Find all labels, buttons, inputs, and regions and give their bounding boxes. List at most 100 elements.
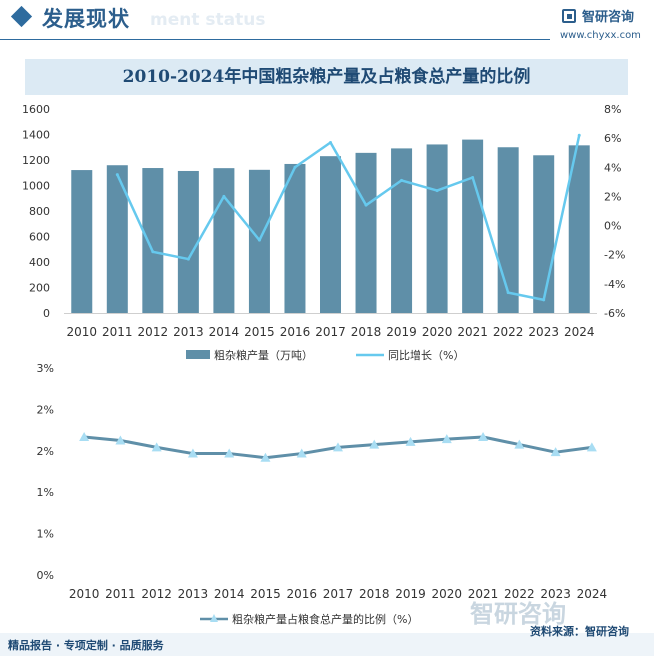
share-point-2019 bbox=[405, 436, 416, 446]
x-share-tick-label: 2014 bbox=[214, 587, 245, 601]
chart-title: 2010-2024年中国粗杂粮产量及占粮食总产量的比例 bbox=[122, 67, 531, 87]
bar-2018 bbox=[355, 152, 377, 313]
y-right-tick-label: -2% bbox=[604, 249, 625, 262]
x-tick-label: 2022 bbox=[493, 325, 524, 339]
y-left-tick-label: 600 bbox=[29, 231, 50, 244]
growth-point-2018 bbox=[364, 203, 368, 207]
x-share-tick-label: 2022 bbox=[504, 587, 535, 601]
share-point-2017 bbox=[333, 442, 343, 452]
y-right-tick-label: -6% bbox=[604, 307, 625, 320]
x-tick-label: 2011 bbox=[102, 325, 133, 339]
growth-point-2016 bbox=[293, 165, 297, 169]
y-left-tick-label: 200 bbox=[29, 282, 50, 295]
bar-2013 bbox=[177, 170, 199, 313]
y-left-tick-label: 1400 bbox=[22, 129, 50, 142]
bar-2024 bbox=[568, 145, 590, 313]
x-tick-label: 2024 bbox=[564, 325, 595, 339]
growth-point-2024 bbox=[577, 133, 581, 137]
share-point-2016 bbox=[296, 448, 307, 458]
growth-point-2022 bbox=[506, 291, 510, 295]
footer-bar bbox=[0, 633, 654, 656]
x-tick-label: 2019 bbox=[386, 325, 417, 339]
x-share-tick-label: 2021 bbox=[468, 587, 499, 601]
y-right-tick-label: 0% bbox=[604, 220, 621, 233]
growth-point-2023 bbox=[542, 298, 546, 302]
x-share-tick-label: 2015 bbox=[250, 587, 281, 601]
page-header: 发展现状 ment status 智研咨询 www.chyxx.com bbox=[0, 0, 654, 42]
x-share-tick-label: 2020 bbox=[432, 587, 463, 601]
x-tick-label: 2021 bbox=[457, 325, 488, 339]
y-left-tick-label: 800 bbox=[29, 205, 50, 218]
share-point-2011 bbox=[115, 435, 126, 445]
x-tick-label: 2020 bbox=[422, 325, 453, 339]
bar-2021 bbox=[462, 139, 484, 313]
share-point-2024 bbox=[586, 442, 597, 452]
share-point-2015 bbox=[260, 452, 271, 462]
y-left-tick-label: 1600 bbox=[22, 103, 50, 116]
bar-2020 bbox=[426, 144, 448, 313]
bar-2017 bbox=[320, 156, 341, 313]
y-share-tick-label: 2% bbox=[37, 445, 54, 458]
x-share-tick-label: 2023 bbox=[540, 587, 571, 601]
x-tick-label: 2016 bbox=[280, 325, 311, 339]
bar-2010 bbox=[71, 170, 93, 313]
footer-tagline: 精品报告 · 专项定制 · 品质服务 bbox=[8, 639, 164, 652]
share-point-2010 bbox=[79, 432, 90, 441]
share-point-2018 bbox=[369, 439, 380, 449]
y-right-tick-label: -4% bbox=[604, 278, 625, 291]
bar-2022 bbox=[497, 147, 519, 313]
growth-point-2012 bbox=[151, 250, 155, 254]
y-right-tick-label: 4% bbox=[604, 161, 621, 174]
legend-share-marker-icon bbox=[210, 614, 218, 622]
legend-share-label: 粗杂粮产量占粮食总产量的比例（%） bbox=[232, 612, 418, 626]
growth-point-2013 bbox=[186, 257, 190, 261]
x-share-tick-label: 2012 bbox=[141, 587, 172, 601]
y-left-tick-label: 1000 bbox=[22, 180, 50, 193]
y-right-tick-label: 2% bbox=[604, 190, 621, 203]
growth-point-2017 bbox=[329, 141, 332, 145]
x-share-tick-label: 2013 bbox=[178, 587, 209, 601]
bar-2016 bbox=[284, 163, 306, 313]
legend-growth-label: 同比增长（%） bbox=[388, 348, 464, 362]
x-tick-label: 2023 bbox=[528, 325, 559, 339]
y-share-tick-label: 2% bbox=[37, 403, 54, 416]
y-share-tick-label: 0% bbox=[37, 569, 54, 582]
bar-2014 bbox=[213, 168, 235, 313]
x-share-tick-label: 2019 bbox=[395, 587, 426, 601]
x-share-tick-label: 2017 bbox=[323, 587, 354, 601]
bar-2012 bbox=[142, 168, 164, 313]
brand-name: 智研咨询 bbox=[582, 10, 635, 25]
y-share-tick-label: 3% bbox=[37, 362, 54, 375]
x-tick-label: 2013 bbox=[173, 325, 204, 339]
brand-logo-icon bbox=[562, 9, 576, 23]
growth-point-2015 bbox=[257, 238, 261, 242]
growth-point-2020 bbox=[435, 189, 439, 193]
growth-series-line bbox=[116, 134, 581, 302]
x-tick-label: 2017 bbox=[315, 325, 346, 339]
y-left-tick-label: 1200 bbox=[22, 154, 50, 167]
share-point-2023 bbox=[550, 447, 561, 457]
bar-2023 bbox=[533, 155, 555, 313]
x-tick-label: 2018 bbox=[351, 325, 382, 339]
y-left-tick-label: 400 bbox=[29, 256, 50, 269]
y-share-tick-label: 1% bbox=[37, 528, 54, 541]
share-point-2012 bbox=[151, 442, 162, 452]
x-share-tick-label: 2011 bbox=[105, 587, 136, 601]
growth-point-2011 bbox=[115, 173, 119, 177]
y-right-tick-label: 6% bbox=[604, 132, 621, 145]
bar-2011 bbox=[106, 165, 128, 313]
bar-2019 bbox=[391, 148, 413, 313]
growth-point-2019 bbox=[400, 178, 404, 182]
x-tick-label: 2010 bbox=[66, 325, 97, 339]
brand-website: www.chyxx.com bbox=[560, 30, 641, 41]
growth-point-2014 bbox=[222, 194, 226, 198]
legend-bar-label: 粗杂粮产量（万吨） bbox=[214, 348, 313, 362]
x-share-tick-label: 2024 bbox=[577, 587, 608, 601]
x-tick-label: 2012 bbox=[138, 325, 169, 339]
x-share-tick-label: 2018 bbox=[359, 587, 390, 601]
share-point-2021 bbox=[478, 432, 489, 441]
header-divider bbox=[0, 39, 550, 40]
section-subtitle-ghost: ment status bbox=[150, 10, 266, 30]
y-share-tick-label: 1% bbox=[37, 486, 54, 499]
